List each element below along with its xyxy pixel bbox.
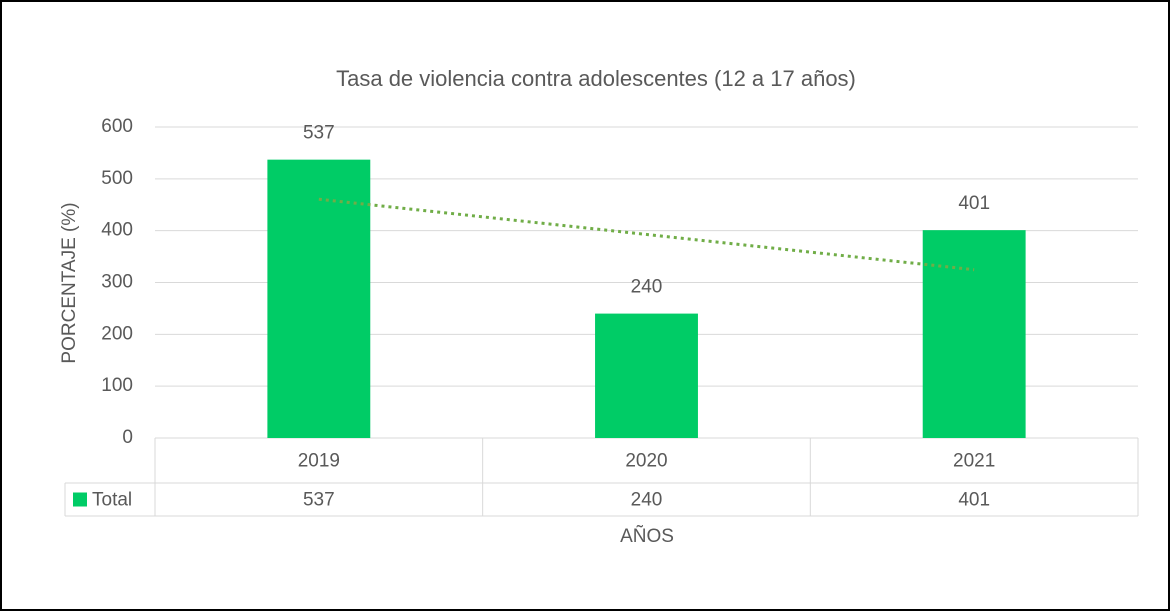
bar <box>267 159 371 438</box>
table-value: 240 <box>631 490 663 511</box>
data-label: 401 <box>958 193 990 214</box>
data-label: 537 <box>303 123 335 144</box>
y-tick-label: 0 <box>122 427 133 448</box>
chart-title: Tasa de violencia contra adolescentes (1… <box>336 66 856 91</box>
trendline <box>318 197 975 272</box>
legend-label: Total <box>92 490 132 511</box>
y-tick-label: 100 <box>101 375 133 396</box>
x-tick-label: 2021 <box>953 451 995 472</box>
table-value: 401 <box>958 490 990 511</box>
y-axis-label: PORCENTAJE (%) <box>59 202 80 363</box>
table-value: 537 <box>303 490 335 511</box>
y-tick-label: 300 <box>101 272 133 293</box>
legend-swatch <box>73 492 87 507</box>
bar <box>922 230 1026 438</box>
x-tick-label: 2020 <box>625 451 667 472</box>
x-axis-label: AÑOS <box>620 525 674 547</box>
x-tick-label: 2019 <box>298 451 340 472</box>
y-tick-label: 600 <box>101 116 133 137</box>
y-tick-label: 200 <box>101 323 133 344</box>
data-label: 240 <box>631 277 663 298</box>
y-tick-label: 500 <box>101 168 133 189</box>
bar <box>595 313 698 438</box>
y-tick-label: 400 <box>101 220 133 241</box>
